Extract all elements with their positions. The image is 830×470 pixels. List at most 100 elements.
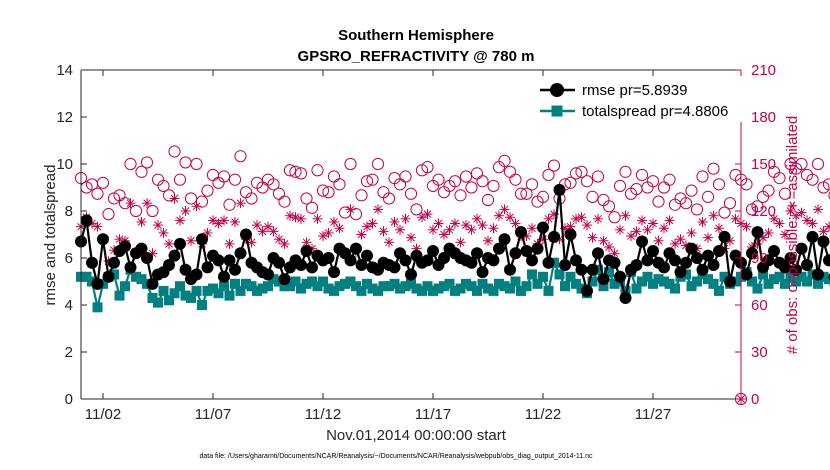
possible-obs-point — [344, 157, 357, 171]
y-tick-label-right: 30 — [751, 344, 768, 361]
assimilated-obs-point — [466, 224, 477, 235]
assimilated-obs-point — [373, 204, 383, 215]
totalspread-point — [312, 281, 323, 292]
possible-obs-point — [679, 197, 693, 210]
possible-obs-point — [162, 189, 176, 202]
assimilated-obs-point — [741, 221, 752, 232]
totalspread-point — [285, 281, 295, 292]
assimilated-obs-point — [626, 231, 636, 242]
rmse-point — [515, 226, 527, 239]
rmse-point — [801, 259, 813, 272]
possible-obs-point — [712, 178, 726, 191]
possible-obs-point — [355, 189, 368, 202]
rmse-point — [234, 247, 247, 260]
assimilated-obs-point — [769, 213, 779, 224]
rmse-point — [355, 259, 368, 272]
assimilated-obs-point — [444, 224, 455, 235]
assimilated-obs-point — [813, 204, 823, 215]
rmse-point — [762, 254, 775, 267]
y-tick-label-left: 6 — [65, 250, 73, 267]
rmse-point — [476, 266, 489, 279]
rmse-point — [559, 259, 571, 272]
possible-obs-point — [322, 186, 335, 199]
legend: rmse pr=5.8939 totalspread pr=4.8806 — [532, 76, 742, 122]
totalspread-point — [642, 271, 653, 282]
rmse-point — [179, 263, 192, 276]
totalspread-point — [505, 283, 515, 294]
rmse-point — [97, 233, 109, 246]
possible-obs-point — [657, 181, 671, 194]
assimilated-obs-point — [213, 218, 224, 229]
assimilated-obs-point — [389, 216, 400, 227]
assimilated-obs-point — [774, 218, 785, 229]
possible-obs-point — [267, 178, 280, 191]
totalspread-point — [510, 276, 521, 287]
origin-assimilated-marker — [736, 394, 746, 404]
possible-obs-point — [619, 165, 632, 178]
totalspread-point — [433, 283, 444, 294]
totalspread-point — [796, 271, 807, 282]
assimilated-obs-point — [807, 218, 818, 229]
rmse-point — [498, 233, 511, 246]
totalspread-point — [703, 274, 713, 285]
assimilated-obs-point — [180, 206, 191, 216]
assimilated-obs-point — [362, 221, 372, 232]
assimilated-obs-point — [142, 198, 152, 209]
assimilated-obs-point — [488, 223, 499, 234]
possible-obs-point — [96, 176, 110, 189]
totalspread-point — [395, 283, 405, 294]
possible-obs-point — [366, 173, 379, 186]
assimilated-obs-point — [642, 224, 653, 235]
assimilated-obs-point — [604, 242, 614, 253]
possible-obs-point — [773, 172, 786, 185]
possible-obs-point — [168, 145, 181, 158]
assimilated-obs-point — [670, 238, 680, 249]
rmse-point — [581, 284, 593, 297]
rmse-point — [102, 270, 115, 283]
assimilated-obs-point — [186, 235, 196, 246]
y-tick-label-left: 14 — [56, 62, 73, 79]
rmse-point — [278, 273, 291, 286]
totalspread-point — [714, 285, 724, 296]
totalspread-point — [329, 285, 339, 296]
rmse-point — [350, 242, 362, 255]
totalspread-point — [180, 290, 191, 301]
rmse-point — [141, 252, 153, 264]
rmse-point — [674, 266, 687, 279]
totalspread-point — [246, 281, 257, 292]
assimilated-obs-point — [609, 248, 620, 259]
totalspread-point — [565, 271, 576, 282]
assimilated-obs-point — [510, 218, 521, 229]
totalspread-point — [81, 271, 92, 282]
totalspread-point — [202, 285, 213, 296]
possible-obs-point — [179, 156, 192, 169]
totalspread-point — [554, 269, 565, 280]
rmse-point — [504, 263, 516, 276]
assimilated-obs-point — [318, 231, 328, 242]
chart-title: Southern Hemisphere — [338, 27, 494, 44]
possible-obs-point — [547, 159, 561, 172]
rmse-point — [597, 273, 610, 286]
assimilated-obs-point — [780, 229, 790, 240]
possible-obs-point — [536, 190, 550, 203]
totalspread-point — [791, 276, 801, 287]
totalspread-point — [543, 285, 554, 296]
rmse-point — [295, 259, 307, 272]
rmse-point — [570, 254, 582, 267]
y-tick-label-right: 0 — [751, 391, 759, 408]
totalspread-point — [637, 276, 647, 287]
possible-obs-point — [822, 178, 830, 191]
possible-obs-point — [602, 200, 616, 213]
assimilated-obs-point — [494, 210, 504, 221]
assimilated-obs-point — [208, 215, 218, 226]
totalspread-point — [334, 281, 345, 292]
totalspread-point — [169, 288, 180, 299]
y-tick-label-left: 0 — [65, 391, 73, 408]
possible-obs-point — [542, 168, 555, 182]
totalspread-point — [620, 285, 631, 296]
totalspread-point — [362, 278, 372, 289]
totalspread-point — [186, 292, 196, 303]
y-tick-label-right: 150 — [751, 156, 776, 173]
totalspread-point — [472, 285, 482, 296]
